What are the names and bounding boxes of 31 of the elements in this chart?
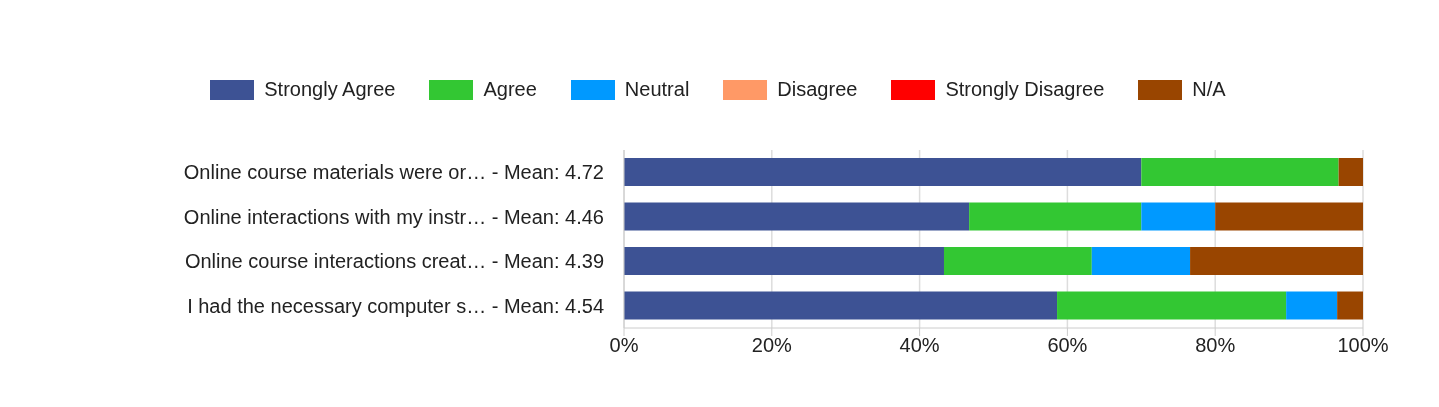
bar [624, 291, 1058, 320]
x-tick-label: 20% [751, 334, 793, 357]
legend-label: Disagree [777, 78, 858, 101]
bar [943, 247, 1092, 276]
bar [1338, 158, 1363, 187]
bar [1141, 158, 1339, 187]
bar [624, 158, 1142, 187]
bar [1215, 202, 1363, 231]
x-tick-label: 0% [609, 334, 639, 357]
bar [624, 202, 970, 231]
x-tick-label: 40% [899, 334, 940, 357]
bar [1091, 247, 1191, 276]
legend-label: Strongly Disagree [945, 78, 1105, 101]
legend-label: N/A [1192, 78, 1226, 101]
y-tick-label: Online course materials were or… - Mean: 4.72 [183, 161, 604, 184]
bar [1057, 291, 1287, 320]
legend-label: Strongly Agree [264, 78, 396, 101]
x-tick-label: 80% [1195, 334, 1236, 357]
bar [624, 247, 944, 276]
y-tick-label: Online interactions with my instr… - Mean: 4.46 [183, 205, 604, 228]
bar [1337, 291, 1363, 320]
bar [1286, 291, 1338, 320]
y-tick-label: Online course interactions creat… - Mean: 4.39 [184, 250, 604, 273]
legend-label: Neutral [624, 78, 690, 101]
x-tick-label: 100% [1337, 334, 1389, 357]
bar [1190, 247, 1363, 276]
x-tick-label: 60% [1047, 334, 1088, 357]
y-tick-label: I had the necessary computer s… - Mean: 4.54 [187, 294, 604, 317]
bar [969, 202, 1142, 231]
legend-label: Agree [483, 78, 537, 101]
bar [1141, 202, 1216, 231]
